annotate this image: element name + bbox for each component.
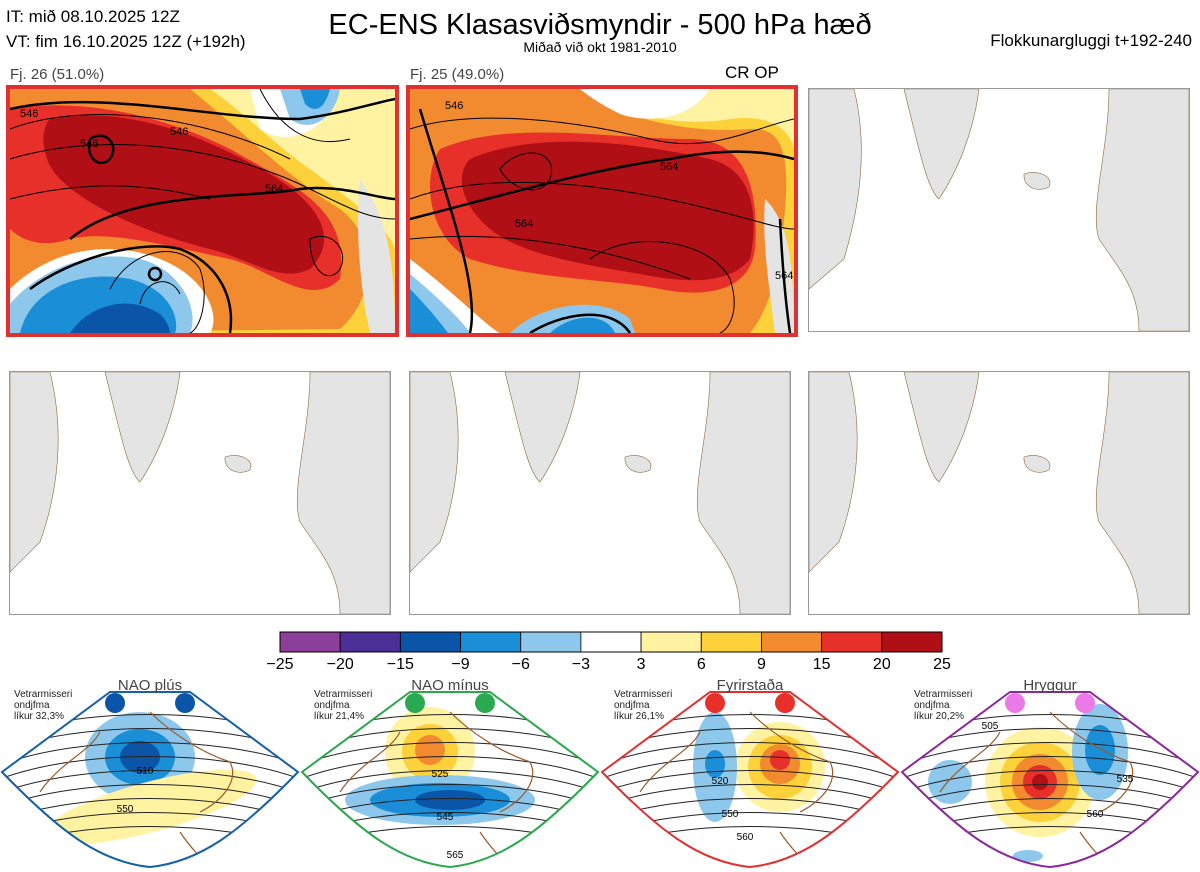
- colorbar-cell: [881, 631, 943, 653]
- regime-contour-label: 510: [137, 766, 154, 777]
- contour-label: 546: [80, 138, 98, 150]
- colorbar-cell: [821, 631, 883, 653]
- colorbar-cell: [399, 631, 461, 653]
- contour-label: 564: [775, 270, 793, 282]
- regime-probability-line: ondjfma: [314, 700, 350, 711]
- regime-schematic: 510 550: [0, 691, 300, 869]
- colorbar-tick-label: −20: [326, 656, 354, 673]
- empty-map: [10, 372, 390, 614]
- regime-probability-line: ondjfma: [14, 700, 50, 711]
- panel-1-label: Fj. 26 (51.0%): [10, 66, 105, 83]
- regime-probability-line: Vetrarmisseri: [914, 689, 973, 700]
- regime-schematic: 525 545 565: [300, 691, 600, 869]
- regime-contour-label: 525: [432, 769, 449, 780]
- regime-marker-dot: [1005, 693, 1025, 713]
- regime-marker-dot: [405, 693, 425, 713]
- colorbar-tick-label: −6: [511, 656, 530, 673]
- regime-probability-line: líkur 21,4%: [314, 711, 365, 722]
- page-subtitle: Miðað við okt 1981-2010: [523, 39, 677, 55]
- cluster-panel-6[interactable]: [808, 371, 1190, 615]
- regime-probability: Vetrarmisseri ondjfma líkur 21,4%: [314, 689, 372, 722]
- regime-title: NAO plús: [117, 677, 183, 694]
- colorbar-cell: [580, 631, 642, 653]
- regime-probability-line: ondjfma: [914, 700, 950, 711]
- colorbar-tick-label: −25: [266, 656, 294, 673]
- colorbar-tick-label: 9: [757, 656, 766, 673]
- regime-contour-label: 535: [1117, 774, 1134, 785]
- regime-marker-dot: [175, 693, 195, 713]
- op-label: CR OP: [725, 63, 779, 82]
- regime-contour-label: 550: [117, 804, 134, 815]
- init-time: IT: mið 08.10.2025 12Z: [6, 7, 180, 26]
- colorbar-tick-label: 6: [696, 656, 706, 673]
- valid-time: VT: fim 16.10.2025 12Z (+192h): [6, 32, 246, 51]
- regime-probability-line: Vetrarmisseri: [14, 689, 73, 700]
- contour-label: 546: [445, 100, 463, 112]
- contour-label: 546: [170, 126, 188, 138]
- colorbar-tick-label: −9: [451, 656, 470, 673]
- regime-marker-dot: [105, 693, 125, 713]
- empty-map: [410, 372, 790, 614]
- regime-schematic: 520 550 560: [600, 691, 900, 869]
- regime-title: NAO mínus: [411, 677, 489, 694]
- regime-title: Fyrirstaða: [716, 677, 784, 694]
- panel-2-label: Fj. 25 (49.0%): [410, 66, 505, 83]
- colorbar-tick-label: 20: [872, 656, 891, 673]
- colorbar: [279, 631, 943, 653]
- colorbar-cell: [640, 631, 702, 653]
- contour-label: 564: [515, 218, 533, 230]
- colorbar-cell: [339, 631, 401, 653]
- regime-contour-label: 520: [712, 776, 729, 787]
- cluster-panel-5[interactable]: [409, 371, 791, 615]
- colorbar-tick-label: 15: [812, 656, 831, 673]
- cluster-1-map: 546 564 546 546: [10, 89, 395, 333]
- empty-map: [809, 89, 1189, 331]
- colorbar-cell: [520, 631, 582, 653]
- cluster-panel-4[interactable]: [9, 371, 391, 615]
- colorbar-cell: [460, 631, 522, 653]
- regime-marker-dot: [775, 693, 795, 713]
- contour-label: 564: [265, 183, 283, 195]
- colorbar-tick-label: −3: [571, 656, 591, 673]
- regime-probability-line: Vetrarmisseri: [314, 689, 373, 700]
- regime-probability: Vetrarmisseri ondjfma líkur 26,1%: [614, 689, 672, 722]
- regime-contour-label: 560: [1087, 809, 1104, 820]
- regime-probability-line: líkur 20,2%: [914, 711, 965, 722]
- colorbar-cell: [279, 631, 341, 653]
- regime-contour-label: 550: [722, 809, 739, 820]
- regime-contour-label: 560: [737, 832, 754, 843]
- regime-contour-label: 505: [982, 721, 999, 732]
- colorbar-tick-label: −15: [386, 656, 414, 673]
- regime-title: Hryggur: [1023, 677, 1077, 694]
- colorbar-tick-label: 25: [933, 656, 951, 673]
- regime-probability: Vetrarmisseri ondjfma líkur 20,2%: [914, 689, 972, 722]
- colorbar-cell: [700, 631, 762, 653]
- regime-marker-dot: [1075, 693, 1095, 713]
- regime-probability: Vetrarmisseri ondjfma líkur 32,3%: [14, 689, 72, 722]
- cluster-panel-3[interactable]: [808, 88, 1190, 332]
- page-title: EC-ENS Klasasviðsmyndir - 500 hPa hæð: [328, 9, 872, 41]
- colorbar-tick-label: 3: [636, 656, 646, 673]
- empty-map: [809, 372, 1189, 614]
- regime-marker-dot: [705, 693, 725, 713]
- contour-label: 564: [660, 161, 678, 173]
- regime-contour-label: 545: [437, 812, 454, 823]
- cluster-panel-1[interactable]: 546 564 546 546: [6, 85, 399, 337]
- regime-probability-line: Vetrarmisseri: [614, 689, 673, 700]
- regime-probability-line: líkur 32,3%: [14, 711, 65, 722]
- regime-schematic: 505 535 560: [900, 691, 1200, 869]
- cluster-2-map: 546 564 564 564: [410, 89, 794, 333]
- regime-probability-line: líkur 26,1%: [614, 711, 665, 722]
- regime-marker-dot: [475, 693, 495, 713]
- contour-label: 546: [20, 108, 38, 120]
- init-and-valid-time: IT: mið 08.10.2025 12Z VT: fim 16.10.202…: [6, 4, 246, 54]
- regime-contour-label: 565: [447, 850, 464, 861]
- window-label: Flokkunargluggi t+192-240: [990, 31, 1192, 50]
- colorbar-cell: [761, 631, 823, 653]
- regime-probability-line: ondjfma: [614, 700, 650, 711]
- cluster-panel-2[interactable]: 546 564 564 564: [406, 85, 798, 337]
